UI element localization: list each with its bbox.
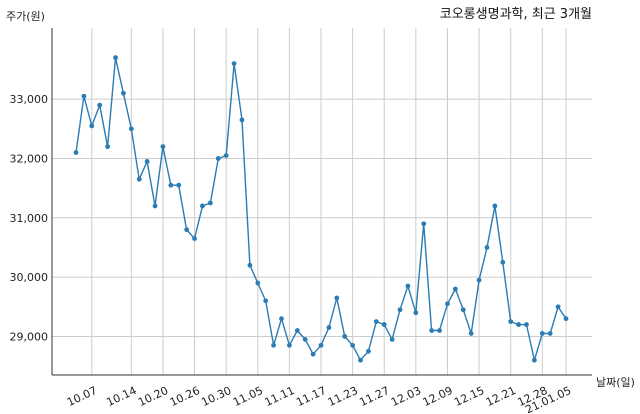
x-tick-label: 12.15 [452,384,486,409]
data-point [73,150,79,155]
data-point [381,322,387,327]
data-point [524,322,529,327]
data-point [405,283,411,289]
data-point [89,123,95,129]
x-tick-label: 11.17 [294,384,328,409]
series [73,55,569,363]
data-point [492,203,498,209]
y-tick-label: 30,000 [10,271,49,284]
data-point [373,319,379,325]
data-point [508,319,514,325]
data-point [121,90,126,96]
data-point [310,351,316,357]
data-point [263,298,269,304]
data-point [358,357,363,363]
data-point [468,331,474,336]
data-point [389,337,395,342]
data-point [500,259,506,265]
y-tick-label: 29,000 [10,330,49,343]
data-point [184,227,190,233]
data-point [81,93,87,99]
data-point [105,144,111,150]
data-point [302,337,308,342]
data-point [547,331,553,336]
y-tick-label: 33,000 [10,93,49,106]
data-point [342,334,348,339]
data-point [539,331,545,336]
data-point [318,342,324,348]
data-point [452,286,458,292]
data-point [531,357,537,363]
data-point [97,102,103,108]
y-axis-label: 주가(원) [6,10,45,23]
grid [52,28,592,375]
data-point [286,342,292,348]
x-axis-label: 날짜(일) [596,375,635,389]
data-point [555,304,561,310]
x-tick-label: 12.09 [421,384,455,409]
x-tick-label: 10.26 [168,384,202,409]
x-tick-label: 12.03 [389,384,423,409]
y-tick-label: 31,000 [10,212,49,225]
x-tick-label: 10.20 [136,384,170,409]
data-point [516,322,521,327]
data-point [484,245,490,250]
data-point [366,348,371,354]
data-point [421,221,427,227]
data-point [136,176,142,182]
x-tick-label: 12.21 [484,384,518,409]
axes [51,28,592,376]
data-point [255,280,261,286]
data-point [437,328,442,333]
chart-title: 코오롱생명과학, 최근 3개월 [440,7,592,22]
x-tick-labels: 10.07 10.1410.2010.2610.3011.0511.1111.17… [65,384,573,414]
data-point [128,126,134,132]
data-point [460,307,466,313]
x-tick-label: 11.11 [263,384,297,409]
data-point [326,325,332,330]
data-point [413,310,419,316]
data-point [176,182,182,188]
data-point [207,200,213,206]
data-point [476,277,482,283]
y-tick-labels: 29,000 30,000 31,000 32,000 33,000 [10,93,49,343]
x-tick-label: 11.05 [231,384,265,409]
x-tick-label: 11.27 [357,384,391,409]
data-point [200,203,205,209]
x-tick-label: 10.14 [105,384,139,409]
x-tick-label: 11.23 [326,384,360,409]
data-point [350,342,356,348]
data-point [334,295,340,301]
data-point [168,182,174,188]
data-point [223,153,229,158]
data-point [247,262,253,268]
data-point [397,307,403,313]
data-point [294,328,300,333]
data-point [160,144,166,150]
data-point [113,55,118,61]
data-point [239,117,245,123]
data-point [144,159,150,164]
data-point [563,316,569,322]
data-point [215,156,221,161]
data-point [279,316,284,322]
x-tick-label: 10.30 [199,384,233,409]
data-point [429,328,435,333]
data-point [152,203,158,209]
data-point [445,301,450,307]
x-tick-label: 10.07 [65,384,99,409]
data-point [192,236,197,241]
data-point [231,61,237,66]
data-point [271,342,276,348]
y-tick-label: 32,000 [10,152,49,165]
